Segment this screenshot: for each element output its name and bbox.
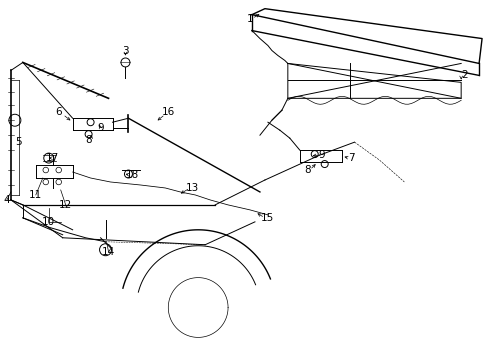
- Text: 9: 9: [318, 150, 325, 160]
- Text: 2: 2: [460, 71, 467, 80]
- Text: 6: 6: [55, 107, 62, 117]
- Text: 1: 1: [246, 14, 253, 24]
- Text: 5: 5: [16, 137, 22, 147]
- Text: 8: 8: [304, 165, 310, 175]
- Text: 14: 14: [102, 247, 115, 257]
- Text: 13: 13: [185, 183, 199, 193]
- Text: 4: 4: [3, 195, 10, 205]
- Text: 7: 7: [347, 153, 354, 163]
- Text: 9: 9: [97, 123, 103, 133]
- Text: 8: 8: [85, 135, 92, 145]
- Text: 18: 18: [125, 170, 139, 180]
- Text: 17: 17: [46, 153, 59, 163]
- Text: 10: 10: [42, 217, 55, 227]
- Text: 12: 12: [59, 200, 72, 210]
- Text: 11: 11: [29, 190, 42, 200]
- Text: 15: 15: [261, 213, 274, 223]
- Text: 16: 16: [162, 107, 175, 117]
- Text: 3: 3: [122, 45, 128, 55]
